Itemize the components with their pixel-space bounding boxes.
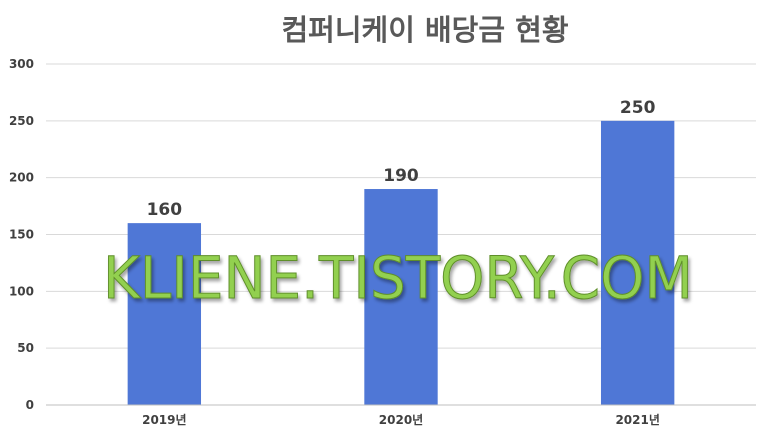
bars	[127, 120, 675, 405]
y-tick-label: 50	[17, 341, 34, 355]
x-tick-label: 2020년	[379, 413, 423, 427]
y-tick-label: 200	[9, 171, 34, 185]
y-axis-ticks: 0 50 100 150 200 250 300	[9, 57, 34, 412]
data-label: 250	[620, 98, 656, 118]
bar-1	[364, 189, 438, 405]
x-axis-ticks: 2019년 2020년 2021년	[46, 404, 756, 427]
chart-title: 컴퍼니케이 배당금 현황	[282, 13, 569, 47]
bar-2	[600, 120, 675, 405]
y-tick-label: 250	[9, 114, 34, 128]
y-tick-label: 300	[9, 57, 34, 71]
data-labels: 160 190 250	[147, 98, 656, 220]
bar-0	[127, 223, 202, 405]
y-tick-label: 100	[9, 284, 34, 298]
y-tick-label: 150	[9, 228, 34, 242]
watermark-text: KLIENE.TISTORY.COM	[103, 244, 693, 312]
y-tick-label: 0	[26, 398, 34, 412]
data-label: 190	[383, 166, 419, 186]
x-tick-label: 2019년	[142, 413, 186, 427]
data-label: 160	[147, 200, 183, 220]
x-tick-label: 2021년	[615, 413, 659, 427]
